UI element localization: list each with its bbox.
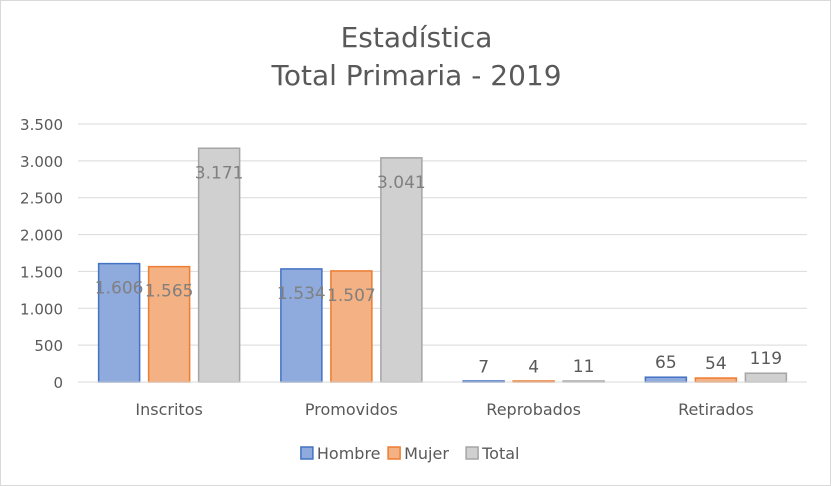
bar-mujer-promovidos [330,270,373,383]
y-tick-label-1: 500 [34,337,63,355]
y-tick-label-4: 2.000 [20,227,63,245]
data-label-mujer-reprobados: 4 [528,358,539,378]
data-label-hombre-promovidos: 1.534 [277,284,326,304]
bar-total-promovidos [380,157,423,383]
y-tick-label-3: 1.500 [20,263,63,281]
legend-label-total: Total [481,444,519,463]
data-label-total-reprobados: 11 [573,357,595,377]
legend-label-mujer: Mujer [404,444,449,463]
data-label-mujer-promovidos: 1.507 [327,286,376,306]
bar-mujer-retirados [694,377,738,383]
bar-total-inscritos [197,147,241,383]
bar-total-retirados [744,372,788,383]
bar-mujer-inscritos [147,265,191,383]
legend-label-hombre: Hombre [317,444,381,463]
data-label-hombre-retirados: 65 [655,353,677,373]
legend-swatch-total [465,446,479,460]
y-tick-label-7: 3.500 [20,116,63,134]
legend-swatch-hombre [300,446,314,460]
data-label-total-promovidos: 3.041 [377,173,426,193]
data-label-total-retirados: 119 [750,349,782,369]
data-label-mujer-retirados: 54 [705,354,727,374]
x-tick-label-1: Promovidos [305,400,398,419]
legend-swatch-mujer [387,446,401,460]
data-label-total-inscritos: 3.171 [195,163,244,183]
x-tick-label-3: Retirados [678,400,754,419]
data-label-hombre-inscritos: 1.606 [95,279,144,299]
y-tick-label-2: 1.000 [20,300,63,318]
chart-title: Estadística [340,21,493,54]
chart-subtitle: Total Primaria - 2019 [271,59,562,92]
y-tick-label-0: 0 [53,374,63,392]
data-label-hombre-reprobados: 7 [478,357,489,377]
y-tick-label-5: 2.500 [20,190,63,208]
data-label-mujer-inscritos: 1.565 [145,282,194,302]
x-tick-label-0: Inscritos [135,400,202,419]
y-tick-label-6: 3.000 [20,153,63,171]
bar-hombre-retirados [644,376,688,383]
x-tick-label-2: Reprobados [486,400,581,419]
bar-hombre-promovidos [280,268,323,383]
